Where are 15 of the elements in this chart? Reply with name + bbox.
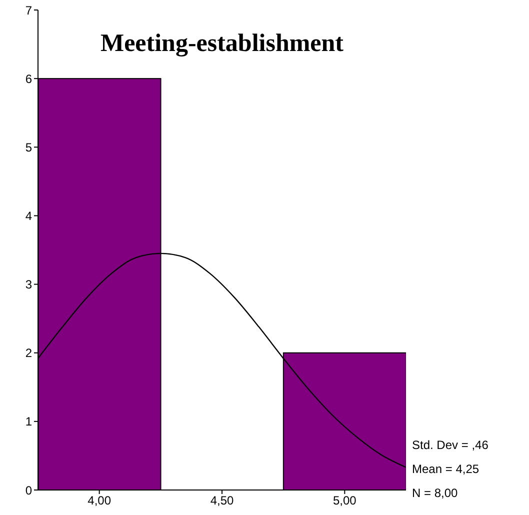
text: N = 8,00: [412, 485, 459, 502]
y-tick-label: 6: [25, 72, 32, 86]
x-tick-label: 5,00: [332, 494, 357, 508]
x-tick-label: 4,00: [88, 494, 112, 508]
y-tick-label: 3: [25, 278, 32, 292]
x-tick-label: 4,50: [210, 494, 234, 508]
y-tick-label: 4: [25, 208, 32, 223]
y-tick-label: 0: [25, 483, 32, 498]
y-tick-label: 2: [25, 346, 32, 360]
y-tick-label: 5: [25, 140, 32, 154]
y-tick-label: 7: [25, 3, 32, 18]
text: Mean = 4,25: [412, 461, 480, 478]
text: Std. Dev = ,46: [412, 437, 488, 454]
y-tick-label: 1: [25, 414, 32, 429]
text: Meeting-establishment: [99, 30, 345, 58]
